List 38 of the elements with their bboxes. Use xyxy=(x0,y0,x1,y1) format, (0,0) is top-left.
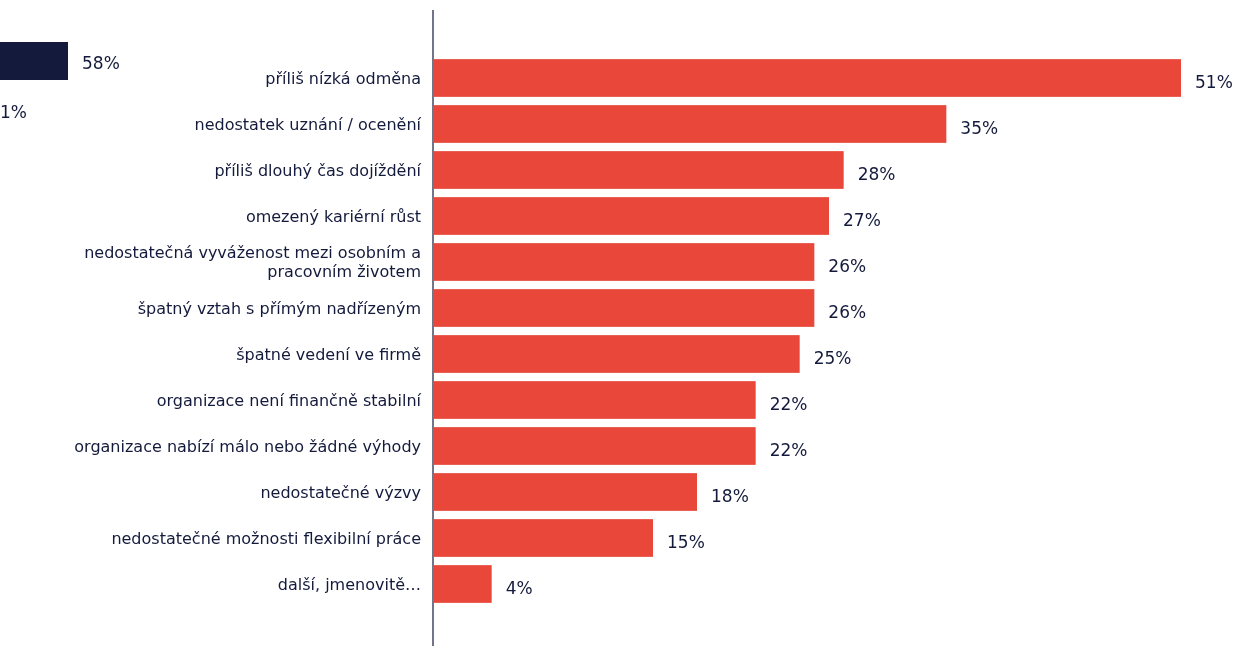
data-label: 35% xyxy=(960,117,999,138)
data-label: 15% xyxy=(667,531,705,552)
bar xyxy=(433,565,492,603)
y-tick-label: nedostatečná vyváženost mezi osobním a pracovním životem xyxy=(84,243,421,282)
data-label: 4% xyxy=(505,577,533,598)
data-label: 28% xyxy=(857,163,896,184)
y-tick-label: nedostatečné výzvy xyxy=(260,482,421,502)
y-tick-label: omezený kariérní růst xyxy=(245,206,421,226)
text: 1% xyxy=(0,101,27,122)
data-label: 25% xyxy=(813,347,852,368)
bar xyxy=(433,289,815,327)
y-tick-label: nedostatek uznání / ocenění xyxy=(194,114,422,134)
bar xyxy=(433,427,756,465)
bar xyxy=(433,59,1181,97)
data-label: 22% xyxy=(769,393,808,414)
data-label: 22% xyxy=(769,439,808,460)
y-tick-label: příliš dlouhý čas dojíždění xyxy=(214,160,422,180)
data-label: 26% xyxy=(828,301,867,322)
y-tick-label: organizace nabízí málo nebo žádné výhody xyxy=(74,436,421,456)
bar xyxy=(433,519,653,557)
bar xyxy=(433,381,756,419)
y-tick-label: další, jmenovitě… xyxy=(277,574,421,594)
data-label: 26% xyxy=(828,255,867,276)
y-tick-label: příliš nízká odměna xyxy=(265,68,421,88)
bar xyxy=(433,151,844,189)
bar xyxy=(433,105,947,143)
text: 58% xyxy=(82,52,120,73)
y-tick-label: nedostatečné možnosti flexibilní práce xyxy=(111,528,421,548)
y-tick-label: špatný vztah s přímým nadřízeným xyxy=(137,298,421,318)
data-label: 18% xyxy=(711,485,749,506)
bar xyxy=(433,197,829,235)
y-tick-label: špatné vedení ve firmě xyxy=(236,344,421,364)
bar xyxy=(433,335,800,373)
data-label: 27% xyxy=(843,209,881,230)
bar xyxy=(433,473,697,511)
y-tick-label: organizace není finančně stabilní xyxy=(156,390,422,410)
bar xyxy=(433,243,815,281)
data-label: 51% xyxy=(1195,71,1233,92)
